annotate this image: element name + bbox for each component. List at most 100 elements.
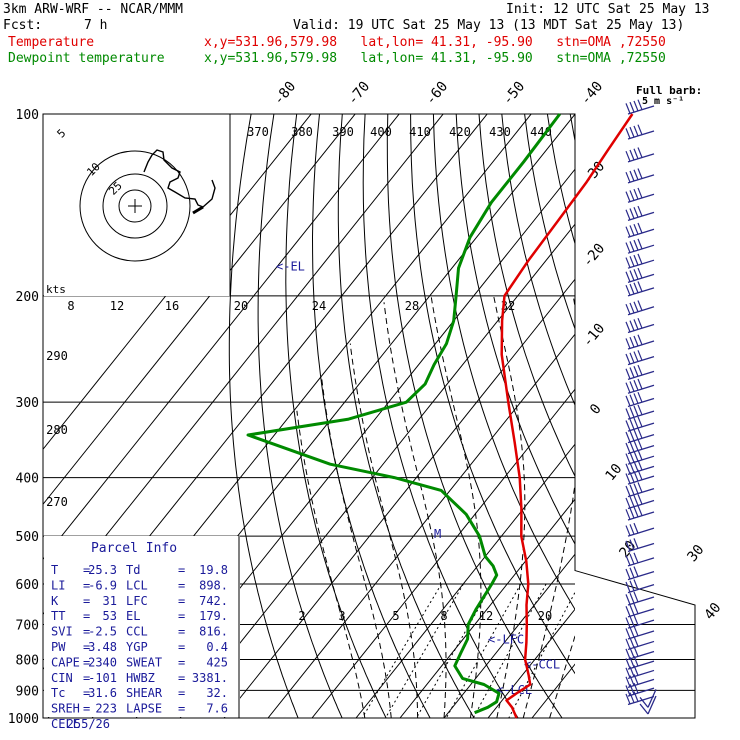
- wind-barb-flag: [629, 462, 635, 473]
- parcel-info-background: [44, 536, 240, 717]
- wind-barb-flag: [629, 580, 635, 591]
- parcel-info-eq: =: [83, 686, 90, 700]
- wind-barb-flag: [629, 604, 635, 616]
- wind-barb-flag: [629, 507, 635, 519]
- parcel-info-value: 0.4: [206, 640, 228, 654]
- wind-barb-flag: [625, 442, 631, 454]
- parcel-info-key: LAPSE: [126, 702, 162, 716]
- wind-barb-flag: [629, 666, 635, 677]
- parcel-info-value: 179.: [199, 609, 228, 623]
- pressure-tick-label: 500: [16, 530, 39, 545]
- wind-barb-flag: [633, 223, 639, 235]
- hodograph-units: kts: [46, 283, 66, 296]
- parcel-info-value: 898.: [199, 578, 228, 592]
- wind-barb-flag: [625, 540, 631, 552]
- init-time: Init: 12 UTC Sat 25 May 13: [506, 2, 710, 17]
- wind-barb-staff: [627, 228, 655, 238]
- mixing-ratio-line: [445, 583, 522, 718]
- dry-adiabat-line: [478, 114, 575, 478]
- wind-barb-staff: [627, 465, 655, 475]
- wind-barb-staff: [627, 397, 655, 408]
- dry-adiabat-line: [410, 114, 575, 675]
- wind-barb-flag: [625, 150, 631, 162]
- wind-barb-staff: [627, 244, 655, 254]
- wind-barb-flag: [633, 450, 639, 462]
- wind-barb-flag: [629, 452, 635, 463]
- hodograph-trace-end: [192, 205, 204, 215]
- pressure-tick-label: 700: [16, 618, 39, 633]
- dewpoint-location: x,y=531.96,579.98 lat,lon= 41.31, -95.90…: [204, 51, 666, 66]
- wind-barb-staff: [627, 687, 655, 697]
- dry-adiabat-line: [569, 114, 575, 143]
- wind-barb-staff: [627, 422, 655, 432]
- wind-barb-flag: [625, 568, 631, 580]
- moist-adiabat-line: [321, 379, 392, 718]
- wind-barb-flag: [633, 366, 639, 377]
- parcel-info-value: 32.: [206, 686, 228, 700]
- wind-barb-flag: [625, 303, 631, 315]
- parcel-info-eq: =: [83, 594, 90, 608]
- wind-barbs: Full barb: 5 m s⁻¹: [625, 84, 702, 715]
- wind-barb-staff: [627, 287, 655, 297]
- wind-barb-flag: [633, 188, 639, 200]
- wind-barb-flag: [629, 637, 635, 648]
- theta-label: 430: [489, 125, 511, 139]
- dry-adiabat-line: [285, 114, 387, 718]
- dry-adiabat-line: [661, 114, 740, 718]
- moist-adiabat-line: [383, 302, 447, 718]
- parcel-info-eq: =: [83, 609, 90, 623]
- isotherm-label: -50: [500, 79, 529, 109]
- wind-barb-staff: [627, 596, 655, 606]
- wind-barb-flag: [637, 428, 643, 439]
- wind-barb-flag: [633, 440, 639, 451]
- wind-barb-flag: [629, 626, 635, 638]
- wind-barb-flag: [633, 207, 639, 218]
- mixing-ratio-line: [361, 583, 442, 718]
- wind-barb-flag: [625, 128, 631, 139]
- wind-barb-flag: [625, 338, 631, 349]
- parcel-info-key: TT: [51, 609, 65, 623]
- wind-barb-flag: [637, 222, 643, 234]
- parcel-info-key: CAPE: [51, 655, 80, 669]
- moist-adiabat-line: [493, 295, 526, 718]
- pressure-tick-label: 1000: [8, 712, 39, 727]
- dry-adiabat-line: [684, 114, 740, 718]
- wind-barb-staff: [647, 689, 657, 708]
- mixing-ratio-label: 5: [392, 609, 399, 623]
- wind-barb-flag: [629, 352, 635, 364]
- wind-barb-flag: [625, 382, 631, 393]
- moist-adiabat-line: [430, 295, 482, 718]
- wind-barb-staff: [627, 384, 655, 394]
- wind-barb-flag: [625, 693, 631, 705]
- parcel-info-eq: =: [178, 686, 185, 700]
- wind-barb-staff: [627, 273, 655, 283]
- wind-barb-flag: [629, 684, 635, 695]
- wind-barb-flag: [629, 241, 635, 252]
- wind-barb-flag: [637, 238, 643, 250]
- mixing-ratio-line: [508, 591, 575, 718]
- wind-barb-flag: [629, 170, 635, 182]
- wind-barb-flag: [625, 525, 631, 536]
- wind-barb-staff: [627, 259, 655, 269]
- wind-barb-flag: [625, 395, 631, 407]
- wind-barb-flag: [629, 472, 635, 483]
- wind-barb-staff: [627, 174, 655, 184]
- wind-barb-flag: [633, 335, 639, 347]
- temperature-legend: Temperature: [8, 35, 95, 50]
- pressure-tick-label: 200: [16, 290, 39, 305]
- wind-barb-flag: [629, 539, 635, 550]
- parcel-info-eq: =: [178, 563, 185, 577]
- wind-barb-flag: [637, 378, 643, 390]
- parcel-info-key: CELL: [51, 717, 80, 731]
- wind-barb-flag: [639, 696, 649, 708]
- wind-barb-flag: [637, 205, 643, 217]
- parcel-info-value: 53: [103, 609, 117, 623]
- mixing-ratio-label: 8: [440, 609, 447, 623]
- dry-adiabat-line: [593, 114, 740, 718]
- wind-barb-flag: [629, 367, 635, 378]
- wind-barb-flag: [637, 187, 643, 199]
- wind-barb-flag: [637, 469, 643, 481]
- wind-barb-staff: [627, 105, 655, 115]
- hodograph-speed-label: 8: [67, 299, 74, 313]
- wind-barb-flag: [629, 616, 635, 627]
